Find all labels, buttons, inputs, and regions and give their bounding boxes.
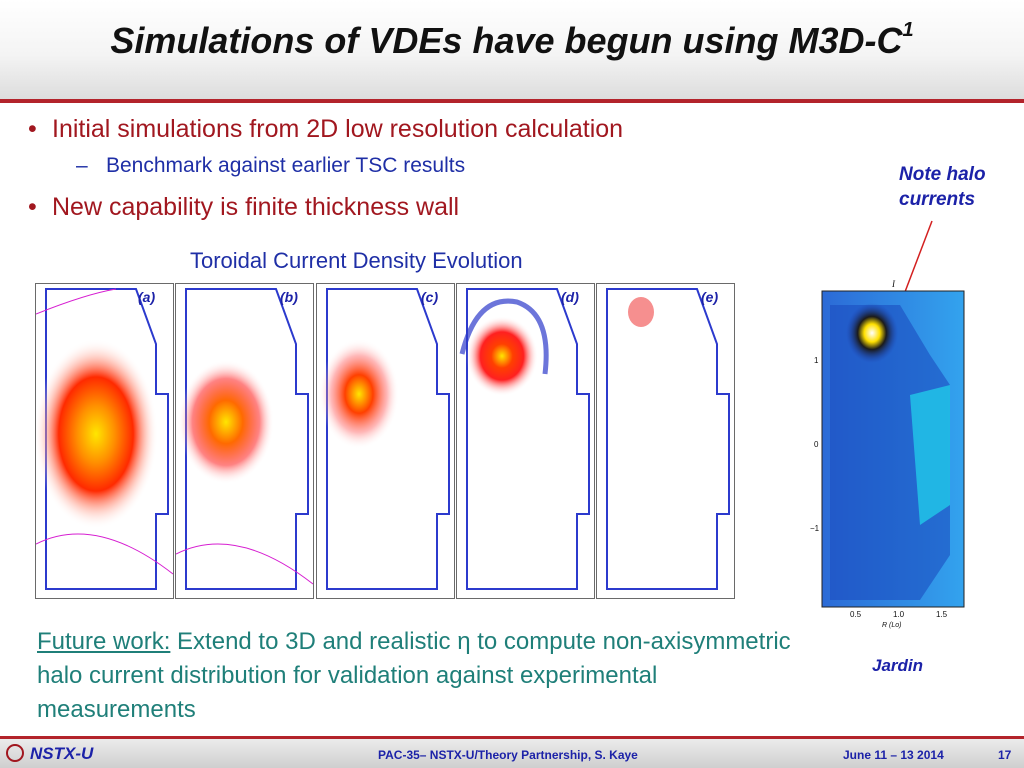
- jardin-label: Jardin: [872, 656, 924, 675]
- simulation-panel-d: (d): [456, 283, 595, 599]
- bullet-text: Initial simulations from 2D low resoluti…: [52, 115, 624, 143]
- footer-logo-text: NSTX-U: [30, 744, 94, 763]
- simulation-panel-b: (b): [175, 283, 314, 599]
- y-tick: 1: [814, 356, 819, 365]
- halo-note: Note halo currents: [899, 164, 986, 210]
- footer-bar: [0, 739, 1024, 768]
- jardin-contour-plot: 1 0 −1 0.5 1.0 1.5 R (Lo) I: [800, 275, 970, 630]
- title-divider: [0, 99, 1024, 103]
- footer-date: June 11 – 13 2014: [843, 748, 944, 762]
- footer-divider: [0, 736, 1024, 739]
- future-work-body: Extend to 3D and realistic η to compute …: [37, 628, 791, 723]
- panel-label: (b): [280, 289, 298, 305]
- sub-bullet-item: – Benchmark against earlier TSC results: [76, 154, 466, 177]
- future-work-lead: Future work:: [37, 628, 171, 655]
- slide-title: Simulations of VDEs have begun using M3D…: [110, 19, 914, 61]
- panel-label: (d): [561, 289, 579, 305]
- title-bar: [0, 0, 1024, 100]
- sub-bullet-text: Benchmark against earlier TSC results: [106, 154, 466, 177]
- bullet-item: • New capability is finite thickness wall: [28, 193, 460, 221]
- x-tick: 1.0: [893, 610, 905, 619]
- x-axis-label: R (Lo): [882, 622, 901, 629]
- top-label: I: [891, 279, 896, 289]
- simulation-panel-c: (c): [316, 283, 455, 599]
- simulation-panel-a: (a): [35, 283, 174, 599]
- future-work-text: Future work: Extend to 3D and realistic …: [37, 625, 797, 727]
- simulation-panel-e: (e): [596, 283, 735, 599]
- y-tick: 0: [814, 440, 819, 449]
- panel-label: (c): [421, 289, 439, 305]
- y-tick: −1: [810, 524, 820, 533]
- page-number: 17: [998, 748, 1012, 762]
- panel-label: (e): [701, 289, 719, 305]
- bullet-item: • Initial simulations from 2D low resolut…: [28, 115, 624, 143]
- x-tick: 1.5: [936, 610, 948, 619]
- footer-center-text: PAC-35– NSTX-U/Theory Partnership, S. Ka…: [378, 748, 638, 762]
- figure-caption: Toroidal Current Density Evolution: [190, 248, 523, 273]
- bullet-text: New capability is finite thickness wall: [52, 193, 460, 221]
- x-tick: 0.5: [850, 610, 862, 619]
- nstx-logo-icon: [6, 744, 24, 762]
- panel-label: (a): [138, 289, 156, 305]
